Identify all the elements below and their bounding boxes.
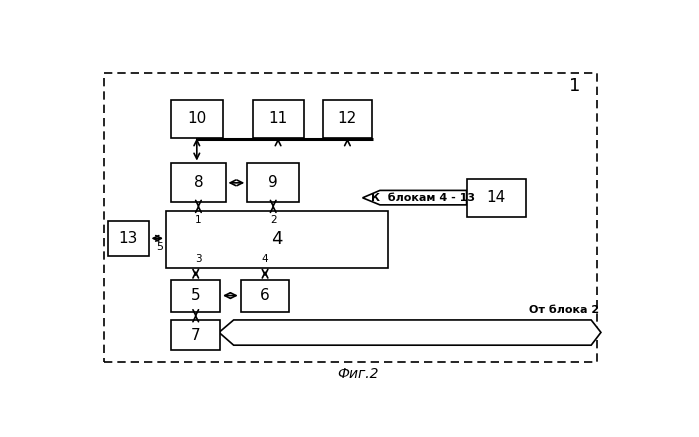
Bar	[171, 163, 226, 202]
Polygon shape	[363, 191, 467, 205]
Text: 11: 11	[268, 111, 288, 126]
Text: 12: 12	[338, 111, 357, 126]
Text: 1: 1	[569, 77, 581, 95]
Text: 3: 3	[195, 254, 202, 264]
Text: 1: 1	[195, 215, 202, 225]
Text: 4: 4	[261, 254, 268, 264]
Bar	[247, 163, 298, 202]
Text: 4: 4	[271, 230, 282, 248]
Text: 7: 7	[191, 328, 201, 343]
Bar	[252, 100, 304, 138]
Text: 2: 2	[270, 215, 277, 225]
Bar	[171, 100, 223, 138]
Text: 5: 5	[156, 242, 163, 252]
Bar	[166, 211, 388, 268]
Bar	[171, 280, 220, 312]
Text: 13: 13	[119, 231, 138, 246]
Bar	[467, 179, 526, 217]
Text: 5: 5	[191, 288, 201, 303]
Text: К  блокам 4 - 13: К блокам 4 - 13	[371, 193, 475, 203]
Text: От блока 2: От блока 2	[529, 305, 599, 315]
Text: Фиг.2: Фиг.2	[338, 367, 379, 381]
Bar	[171, 320, 220, 350]
Text: 9: 9	[268, 175, 278, 191]
Text: 10: 10	[187, 111, 207, 126]
Bar	[108, 221, 149, 256]
Bar	[323, 100, 372, 138]
Bar	[103, 73, 597, 362]
Polygon shape	[219, 320, 601, 345]
Text: 14: 14	[487, 191, 506, 205]
Text: 6: 6	[260, 288, 270, 303]
Text: 8: 8	[194, 175, 203, 191]
Bar	[240, 280, 289, 312]
